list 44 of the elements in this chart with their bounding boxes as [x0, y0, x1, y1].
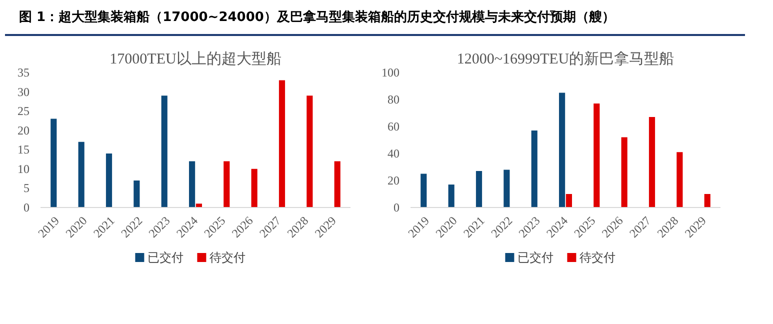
caption: 图 1：超大型集装箱船（17000~24000）及巴拿马型集装箱船的历史交付规模与未来交付预期（艘）	[5, 5, 745, 36]
bar	[224, 161, 230, 208]
bar	[50, 118, 57, 208]
legend-label: 已交付	[147, 250, 184, 264]
bar	[558, 92, 566, 208]
bar	[621, 137, 628, 208]
bar	[504, 170, 510, 208]
y-tick-label: 25	[18, 104, 30, 118]
y-tick-label: 35	[18, 66, 30, 80]
y-tick-label: 0	[394, 200, 400, 214]
bar	[78, 142, 84, 208]
chart-title: 17000TEU以上的超大型船	[110, 50, 282, 68]
bar	[566, 194, 572, 208]
bar	[648, 117, 656, 208]
y-tick-label: 20	[18, 123, 30, 138]
legend-label: 已交付	[517, 250, 554, 264]
legend-label: 待交付	[209, 250, 246, 264]
bar	[334, 161, 340, 208]
bar	[251, 168, 258, 208]
y-tick-label: 40	[388, 146, 400, 160]
bar	[448, 184, 454, 208]
bar	[594, 104, 600, 208]
y-tick-label: 15	[18, 142, 30, 157]
y-tick-label: 30	[18, 84, 30, 99]
bar	[188, 161, 196, 208]
bar	[704, 194, 710, 208]
y-tick-label: 60	[388, 120, 400, 134]
y-tick-label: 100	[382, 66, 400, 80]
y-tick-label: 80	[388, 92, 400, 106]
bar	[106, 154, 112, 208]
chart-title: 12000~16999TEU的新巴拿马型船	[456, 50, 674, 68]
bar	[420, 174, 427, 208]
bar	[306, 96, 313, 208]
bar	[134, 180, 140, 208]
bar	[476, 171, 482, 208]
y-tick-label: 20	[388, 174, 400, 188]
bar	[278, 80, 286, 208]
y-tick-label: 10	[18, 162, 30, 176]
y-tick-label: 5	[24, 181, 30, 196]
bar	[161, 96, 168, 208]
bar	[676, 152, 683, 208]
y-tick-label: 0	[24, 200, 30, 214]
legend-label: 待交付	[579, 250, 616, 264]
bar	[531, 130, 538, 208]
